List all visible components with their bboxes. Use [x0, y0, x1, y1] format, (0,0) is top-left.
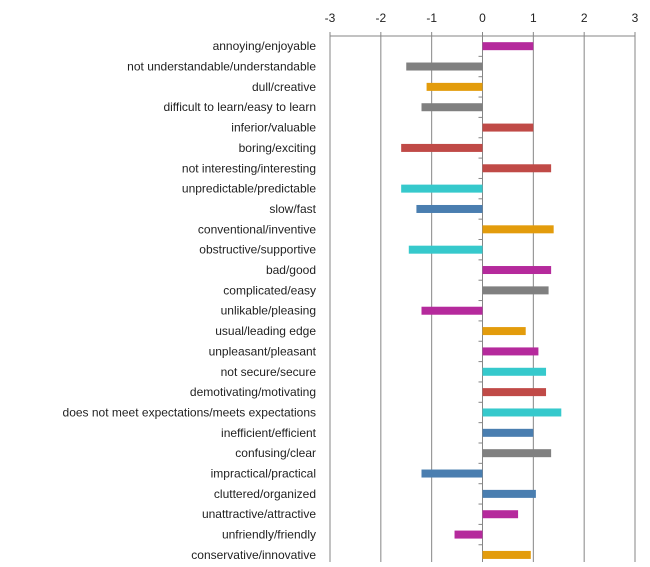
bar-5: [401, 143, 483, 152]
bar-0: [482, 42, 534, 51]
category-label-12: complicated/easy: [223, 283, 316, 297]
x-tick-label-1: -2: [375, 11, 386, 25]
bar-17: [482, 388, 547, 397]
category-label-3: difficult to learn/easy to learn: [163, 100, 316, 114]
category-label-13: unlikable/pleasing: [221, 304, 316, 318]
category-label-2: dull/creative: [252, 80, 316, 94]
x-tick-label-2: -1: [426, 11, 437, 25]
bar-19: [482, 428, 534, 437]
bar-9: [482, 225, 554, 234]
category-label-7: unpredictable/predictable: [182, 182, 316, 196]
label-layer: -3 -2 -1 0 1 2 3 annoying/enjoyable not understa…: [63, 11, 639, 562]
category-label-16: not secure/secure: [221, 365, 317, 379]
category-label-14: usual/leading edge: [215, 324, 316, 338]
x-tick-label-0: -3: [325, 11, 336, 25]
bar-22: [482, 489, 536, 498]
bar-23: [482, 510, 519, 519]
bar-2: [426, 82, 483, 91]
bar-1: [406, 62, 483, 71]
bar-12: [482, 286, 549, 295]
bar-14: [482, 327, 526, 336]
bar-layer: [401, 42, 562, 559]
bar-7: [401, 184, 483, 193]
category-label-1: not understandable/understandable: [127, 60, 316, 74]
category-label-9: conventional/inventive: [198, 222, 316, 236]
bar-25: [482, 550, 531, 559]
category-label-4: inferior/valuable: [231, 121, 316, 135]
bar-8: [416, 204, 483, 213]
category-label-11: bad/good: [266, 263, 316, 277]
bar-4: [482, 123, 534, 132]
category-label-10: obstructive/supportive: [199, 243, 316, 257]
category-label-20: confusing/clear: [235, 446, 316, 460]
axis-layer: [329, 32, 636, 566]
category-label-24: unfriendly/friendly: [222, 528, 316, 542]
category-label-0: annoying/enjoyable: [213, 39, 317, 53]
bar-21: [421, 469, 483, 478]
category-label-21: impractical/practical: [211, 467, 316, 481]
bar-24: [454, 530, 483, 539]
category-label-6: not interesting/interesting: [182, 161, 316, 175]
bar-10: [408, 245, 483, 254]
bar-11: [482, 266, 552, 275]
bar-13: [421, 306, 483, 315]
x-tick-label-4: 1: [530, 11, 537, 25]
category-label-19: inefficient/efficient: [221, 426, 317, 440]
category-label-25: conservative/innovative: [191, 548, 316, 562]
category-label-23: unattractive/attractive: [202, 507, 316, 521]
bar-16: [482, 367, 547, 376]
bar-20: [482, 449, 552, 458]
category-label-22: cluttered/organized: [214, 487, 316, 501]
x-tick-label-6: 3: [632, 11, 639, 25]
bar-15: [482, 347, 539, 356]
bar-18: [482, 408, 562, 417]
category-label-18: does not meet expectations/meets expecta…: [63, 405, 316, 419]
bar-6: [482, 164, 552, 173]
x-tick-label-3: 0: [479, 11, 486, 25]
category-label-15: unpleasant/pleasant: [209, 344, 317, 358]
bar-3: [421, 103, 483, 112]
category-label-8: slow/fast: [269, 202, 316, 216]
x-tick-label-5: 2: [581, 11, 588, 25]
category-label-17: demotivating/motivating: [190, 385, 316, 399]
category-label-5: boring/exciting: [239, 141, 316, 155]
